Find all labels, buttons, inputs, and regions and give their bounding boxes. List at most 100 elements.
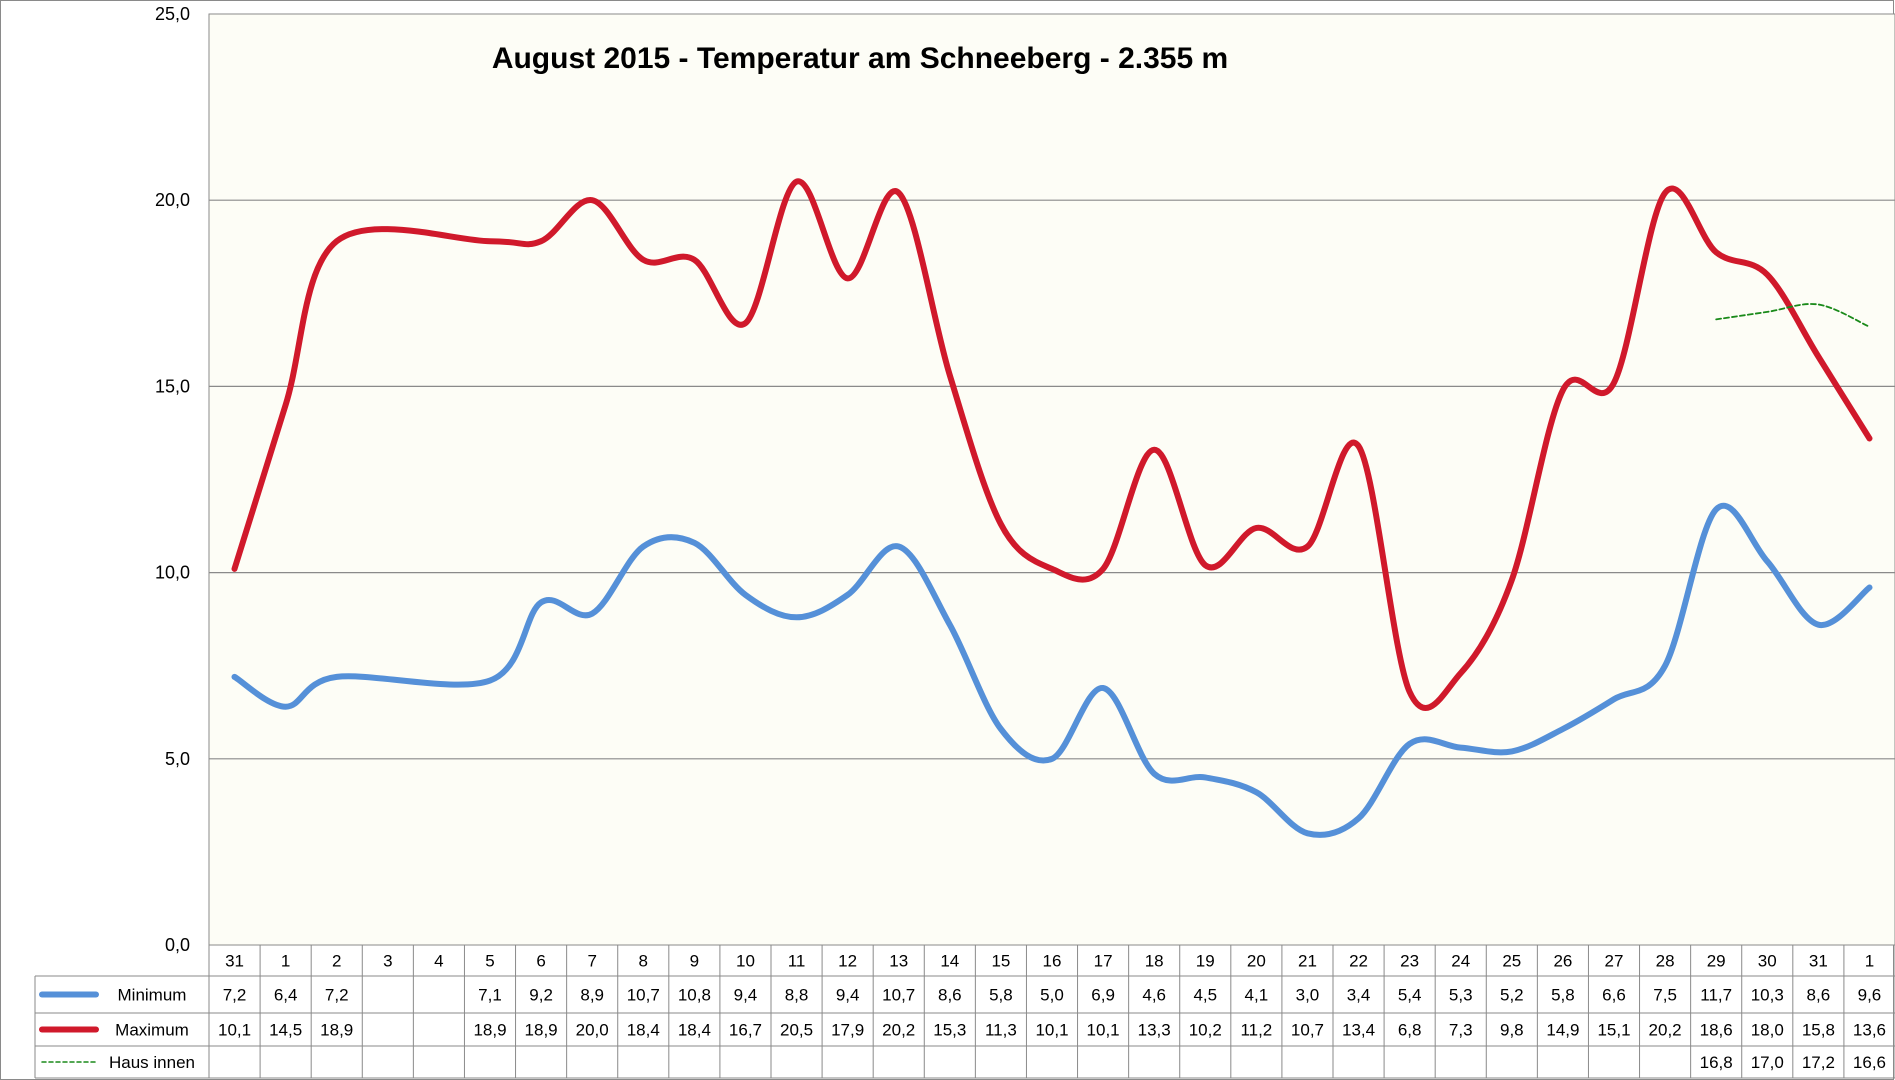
data-label: 5,0 [1040, 986, 1064, 1005]
x-tick-label: 22 [1349, 952, 1368, 971]
data-label: 10,2 [1189, 1021, 1222, 1040]
data-label: 11,7 [1700, 986, 1732, 1005]
x-tick-label: 31 [1809, 952, 1828, 971]
data-label: 9,4 [836, 986, 860, 1005]
x-tick-label: 26 [1553, 952, 1572, 971]
data-label: 5,4 [1398, 986, 1422, 1005]
data-label: 10,1 [218, 1021, 251, 1040]
data-table: 31 1 2 3 4 5 6 7 8 9 10 11 12 13 14 15 16 17 18 19 20 21 22 23 2… [34, 944, 1895, 1079]
data-label: 17,0 [1751, 1053, 1784, 1072]
x-tick-label: 23 [1400, 952, 1419, 971]
data-label: 14,5 [269, 1021, 302, 1040]
x-tick-label: 31 [225, 952, 244, 971]
data-label: 20,5 [780, 1021, 813, 1040]
y-tick-label: 5,0 [165, 749, 190, 769]
x-tick-label: 15 [991, 952, 1010, 971]
data-label: 7,1 [478, 986, 502, 1005]
data-label: 14,9 [1546, 1021, 1579, 1040]
x-tick-label: 30 [1758, 952, 1777, 971]
x-tick-label: 28 [1656, 952, 1675, 971]
y-tick-label: 15,0 [155, 376, 190, 396]
plot-area [208, 13, 1895, 946]
data-label: 5,8 [1551, 986, 1575, 1005]
x-tick-label: 4 [434, 952, 443, 971]
data-label: 7,5 [1653, 986, 1677, 1005]
x-tick-label: 18 [1145, 952, 1164, 971]
data-label: 17,2 [1802, 1053, 1835, 1072]
data-label: 18,4 [627, 1021, 660, 1040]
x-tick-label: 25 [1502, 952, 1521, 971]
x-tick-label: 12 [838, 952, 857, 971]
data-label: 16,8 [1700, 1053, 1733, 1072]
data-label: 4,1 [1245, 986, 1269, 1005]
x-tick-label: 29 [1707, 952, 1726, 971]
x-tick-label: 6 [536, 952, 545, 971]
data-label: 13,4 [1342, 1021, 1375, 1040]
data-label: 5,8 [989, 986, 1013, 1005]
y-tick-label: 20,0 [155, 190, 190, 210]
data-label: 4,6 [1142, 986, 1166, 1005]
x-tick-label: 27 [1605, 952, 1624, 971]
data-label: 10,1 [1035, 1021, 1068, 1040]
data-label: 15,1 [1597, 1021, 1630, 1040]
data-label: 17,9 [831, 1021, 864, 1040]
data-label: 16,6 [1853, 1053, 1886, 1072]
chart-title: August 2015 - Temperatur am Schneeberg -… [492, 42, 1228, 75]
data-label: 10,7 [1291, 1021, 1324, 1040]
x-tick-label: 2 [332, 952, 341, 971]
data-label: 10,8 [678, 986, 711, 1005]
data-label: 6,9 [1091, 986, 1115, 1005]
x-tick-label: 3 [383, 952, 392, 971]
x-tick-label: 1 [281, 952, 290, 971]
data-label: 9,6 [1858, 986, 1882, 1005]
data-label: 6,8 [1398, 1021, 1422, 1040]
data-label: 5,2 [1500, 986, 1524, 1005]
x-tick-label: 21 [1298, 952, 1317, 971]
data-label: 8,9 [580, 986, 604, 1005]
data-label: 13,3 [1138, 1021, 1171, 1040]
data-label: 15,8 [1802, 1021, 1835, 1040]
data-label: 18,9 [320, 1021, 353, 1040]
data-label: 18,4 [678, 1021, 711, 1040]
data-label: 20,0 [576, 1021, 609, 1040]
x-tick-label: 20 [1247, 952, 1266, 971]
x-tick-label: 14 [940, 952, 959, 971]
data-label: 18,0 [1751, 1021, 1784, 1040]
data-label: 7,2 [223, 986, 247, 1005]
x-tick-label: 9 [690, 952, 699, 971]
x-tick-label: 5 [485, 952, 494, 971]
x-tick-label: 24 [1451, 952, 1470, 971]
data-label: 5,3 [1449, 986, 1473, 1005]
data-label: 4,5 [1193, 986, 1217, 1005]
x-tick-label: 16 [1043, 952, 1062, 971]
data-label: 10,3 [1751, 986, 1784, 1005]
data-label: 10,7 [882, 986, 915, 1005]
data-label: 9,8 [1500, 1021, 1524, 1040]
data-label: 20,2 [882, 1021, 915, 1040]
x-tick-label: 7 [587, 952, 596, 971]
x-tick-label: 13 [889, 952, 908, 971]
data-label: 18,6 [1700, 1021, 1733, 1040]
data-label: 10,7 [627, 986, 660, 1005]
legend-label: Minimum [118, 986, 187, 1005]
data-label: 3,4 [1347, 986, 1371, 1005]
legend-label: Maximum [115, 1021, 189, 1040]
data-label: 18,9 [525, 1021, 558, 1040]
series-lines [231, 178, 1873, 838]
data-label: 7,3 [1449, 1021, 1473, 1040]
data-label: 7,2 [325, 986, 349, 1005]
legend-label: Haus innen [109, 1053, 195, 1072]
data-label: 9,4 [734, 986, 758, 1005]
data-label: 6,6 [1602, 986, 1626, 1005]
data-label: 11,3 [985, 1021, 1017, 1040]
x-tick-label: 8 [639, 952, 648, 971]
series-line-minimum [231, 502, 1873, 838]
data-label: 8,6 [938, 986, 962, 1005]
x-tick-label: 11 [788, 952, 806, 971]
data-label: 8,8 [785, 986, 809, 1005]
data-label: 16,7 [729, 1021, 762, 1040]
data-label: 9,2 [529, 986, 553, 1005]
data-label: 13,6 [1853, 1021, 1886, 1040]
data-label: 11,2 [1240, 1021, 1272, 1040]
series-line-haus-innen [1715, 303, 1871, 328]
